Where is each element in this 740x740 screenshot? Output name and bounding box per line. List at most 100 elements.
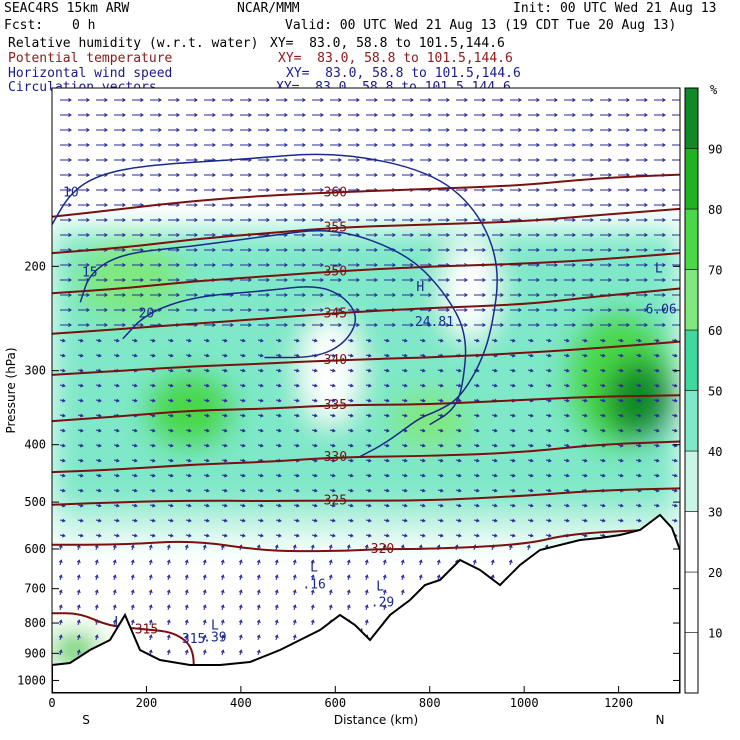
vector-arrowhead [619, 383, 624, 388]
vector-arrowhead [205, 503, 210, 508]
vector-arrowhead [608, 308, 612, 312]
vector-arrowhead [482, 233, 486, 237]
vector-arrowhead [547, 428, 552, 433]
vector-arrowhead [446, 248, 450, 252]
vector-arrowhead [500, 308, 504, 312]
vector-arrowhead [115, 458, 120, 463]
vector-arrowhead [464, 278, 468, 282]
vector-arrowhead [583, 338, 588, 343]
vector-arrowhead [61, 338, 66, 343]
vector-arrowhead [140, 233, 144, 237]
vector-arrowhead [248, 173, 252, 177]
vector-arrowhead [367, 338, 372, 343]
vector-arrowhead [256, 634, 261, 639]
y-tick-label: 800 [24, 616, 46, 630]
vector-arrowhead [338, 203, 342, 207]
vector-arrowhead [457, 488, 462, 493]
vector-arrowhead [220, 574, 225, 579]
vector-arrowhead [608, 323, 612, 327]
vector-arrowhead [464, 293, 468, 297]
vector-arrowhead [313, 533, 318, 538]
vector-arrowhead [79, 398, 84, 403]
vector-arrowhead [583, 398, 588, 403]
colorbar-swatch [684, 632, 699, 694]
vector-arrowhead [223, 398, 228, 403]
vector-arrowhead [292, 589, 297, 594]
vector-arrowhead [79, 458, 84, 463]
vector-arrowhead [403, 473, 408, 478]
vector-arrowhead [338, 128, 342, 132]
vector-arrowhead [547, 488, 552, 493]
vector-arrowhead [187, 413, 192, 418]
vector-arrowhead [364, 619, 369, 624]
vector-arrowhead [115, 398, 120, 403]
vector-arrowhead [626, 188, 630, 192]
vector-arrowhead [590, 188, 594, 192]
vector-arrowhead [169, 428, 174, 433]
vector-arrowhead [79, 533, 84, 538]
vector-arrowhead [626, 263, 630, 267]
vector-arrowhead [212, 308, 216, 312]
vector-arrowhead [482, 128, 486, 132]
colorbar-swatch [684, 511, 699, 573]
vector-arrowhead [536, 128, 540, 132]
speed-contour-10 [52, 153, 498, 458]
vector-arrowhead [187, 383, 192, 388]
vector-arrowhead [212, 233, 216, 237]
vector-arrowhead [148, 544, 153, 549]
vector-arrowhead [284, 143, 288, 147]
vector-arrowhead [169, 503, 174, 508]
vector-arrowhead [266, 143, 270, 147]
vector-arrowhead [266, 128, 270, 132]
colorbar-label: 10 [708, 627, 722, 641]
vector-arrowhead [187, 473, 192, 478]
vector-arrowhead [241, 458, 246, 463]
vector-arrowhead [385, 383, 390, 388]
vector-arrowhead [241, 443, 246, 448]
vector-arrowhead [518, 188, 522, 192]
vector-arrowhead [320, 263, 324, 267]
vector-arrowhead [169, 413, 174, 418]
vector-arrowhead [104, 233, 108, 237]
vector-arrowhead [356, 308, 360, 312]
vector-arrowhead [680, 308, 683, 311]
colorbar-label: 50 [708, 385, 722, 399]
vector-arrowhead [166, 574, 171, 579]
vector-arrowhead [608, 113, 612, 117]
vector-arrowhead [230, 308, 234, 312]
vector-arrowhead [572, 233, 576, 237]
vector-arrowhead [151, 503, 156, 508]
vector-arrowhead [572, 203, 576, 207]
vector-arrowhead [86, 203, 90, 207]
vector-arrowhead [572, 98, 576, 102]
vector-arrowhead [76, 574, 81, 579]
theta-label: 315 [135, 622, 158, 637]
vector-arrowhead [331, 398, 336, 403]
vector-arrowhead [583, 368, 588, 373]
vector-arrowhead [356, 98, 360, 102]
vector-arrowhead [367, 443, 372, 448]
vector-arrowhead [428, 248, 432, 252]
vector-arrowhead [220, 559, 225, 564]
vector-arrowhead [58, 649, 63, 654]
vector-arrowhead [655, 398, 660, 403]
vector-arrowhead [662, 293, 666, 297]
vector-arrowhead [590, 128, 594, 132]
x-tick-label: 1200 [604, 696, 633, 710]
vector-arrowhead [572, 293, 576, 297]
vector-arrowhead [673, 488, 678, 493]
vector-arrowhead [248, 98, 252, 102]
vector-arrowhead [212, 248, 216, 252]
vector-arrowhead [238, 589, 243, 594]
vector-arrowhead [475, 503, 480, 508]
vector-arrowhead [536, 188, 540, 192]
vector-arrowhead [392, 143, 396, 147]
vector-arrowhead [202, 634, 207, 639]
vector-arrowhead [97, 473, 102, 478]
vector-arrowhead [475, 533, 480, 538]
vector-arrowhead [662, 98, 666, 102]
y-tick-label: 1000 [17, 673, 46, 687]
vector-arrowhead [302, 263, 306, 267]
vector-arrowhead [601, 518, 606, 523]
vector-arrowhead [112, 574, 117, 579]
